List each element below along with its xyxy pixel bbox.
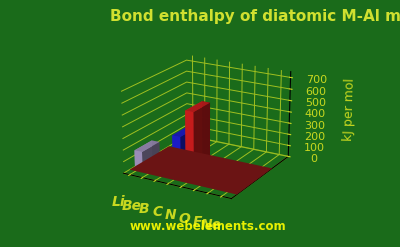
Text: Bond enthalpy of diatomic M-Al molecules: Bond enthalpy of diatomic M-Al molecules xyxy=(110,9,400,24)
Text: www.webelements.com: www.webelements.com xyxy=(130,220,286,233)
